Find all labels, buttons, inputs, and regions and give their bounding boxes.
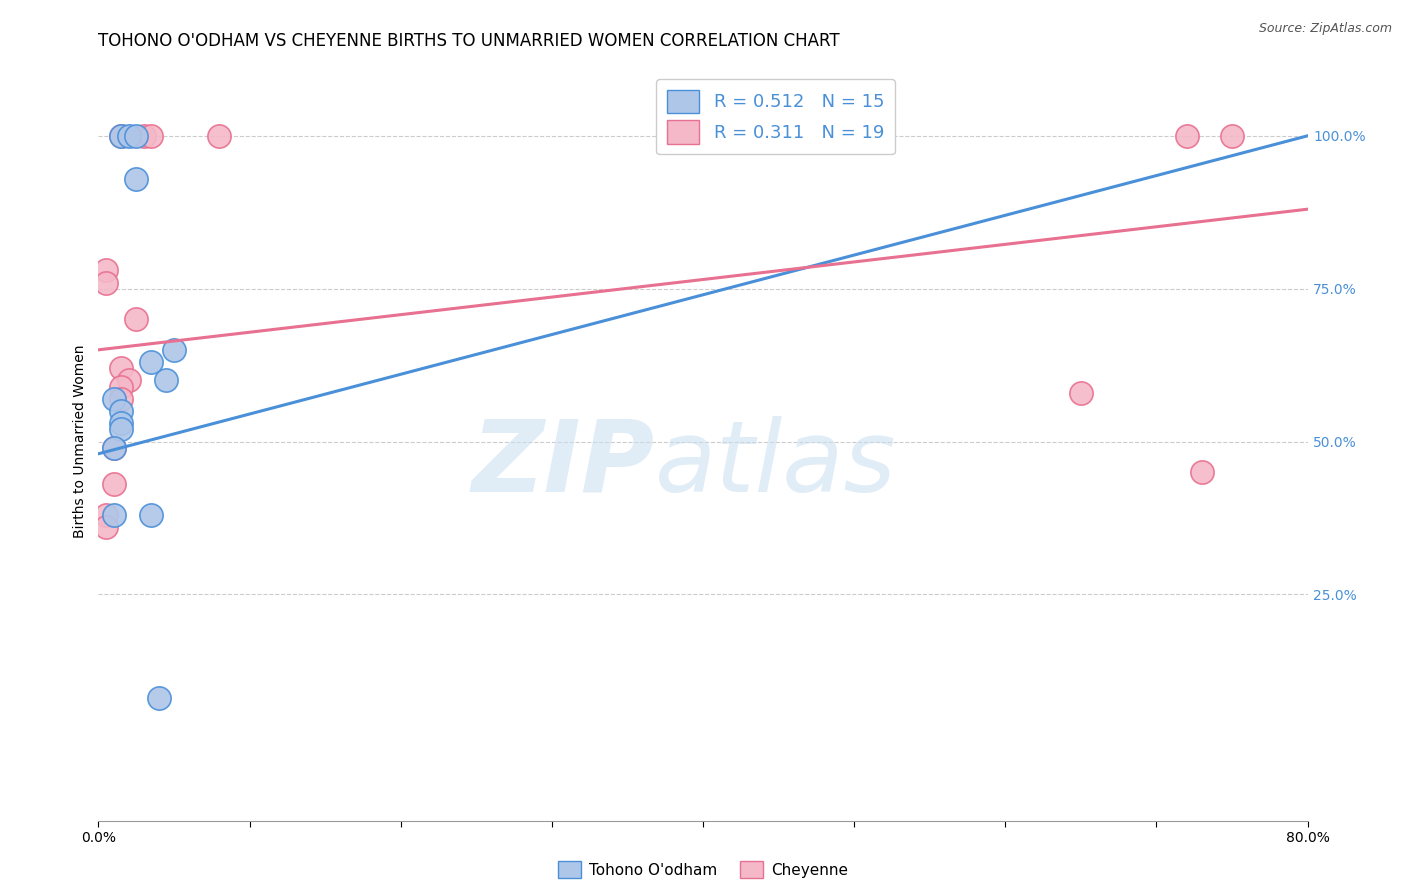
Point <box>94 508 117 522</box>
Point <box>1175 128 1198 143</box>
Text: Source: ZipAtlas.com: Source: ZipAtlas.com <box>1258 22 1392 36</box>
Point <box>141 355 163 369</box>
Point <box>155 373 177 387</box>
Point <box>1070 385 1092 400</box>
Point <box>148 691 170 706</box>
Point <box>110 128 132 143</box>
Legend: Tohono O'odham, Cheyenne: Tohono O'odham, Cheyenne <box>553 855 853 884</box>
Text: atlas: atlas <box>655 416 896 513</box>
Point <box>110 128 132 143</box>
Point <box>141 128 163 143</box>
Point <box>125 171 148 186</box>
Point <box>94 276 117 290</box>
Point <box>103 508 125 522</box>
Y-axis label: Births to Unmarried Women: Births to Unmarried Women <box>73 345 87 538</box>
Point <box>125 128 148 143</box>
Point <box>1220 128 1243 143</box>
Point <box>208 128 231 143</box>
Point <box>103 441 125 455</box>
Point <box>125 312 148 326</box>
Point <box>103 392 125 406</box>
Point <box>1191 465 1213 479</box>
Point <box>103 441 125 455</box>
Point <box>163 343 186 357</box>
Point <box>110 404 132 418</box>
Text: TOHONO O'ODHAM VS CHEYENNE BIRTHS TO UNMARRIED WOMEN CORRELATION CHART: TOHONO O'ODHAM VS CHEYENNE BIRTHS TO UNM… <box>98 32 839 50</box>
Point <box>110 379 132 393</box>
Point <box>94 520 117 534</box>
Point <box>110 361 132 376</box>
Text: ZIP: ZIP <box>471 416 655 513</box>
Point <box>110 392 132 406</box>
Point <box>132 128 155 143</box>
Point <box>110 416 132 430</box>
Point <box>118 128 141 143</box>
Point <box>103 477 125 491</box>
Legend: R = 0.512   N = 15, R = 0.311   N = 19: R = 0.512 N = 15, R = 0.311 N = 19 <box>657 79 896 154</box>
Point <box>110 422 132 436</box>
Point <box>94 263 117 277</box>
Point <box>141 508 163 522</box>
Point <box>118 373 141 387</box>
